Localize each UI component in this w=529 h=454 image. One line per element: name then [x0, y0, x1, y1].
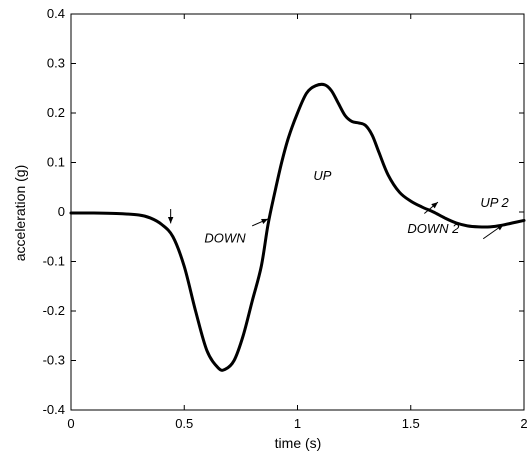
series-line: [69, 82, 526, 372]
annotations: DOWN UP DOWN 2 UP 2: [204, 168, 509, 246]
annotation-arrow: [482, 223, 504, 240]
y-tick-label: 0: [58, 204, 65, 219]
annotation-arrow: [251, 218, 269, 227]
x-tick-label: 1: [294, 416, 301, 431]
annotation-label: UP: [313, 168, 331, 183]
annotation-label: DOWN 2: [407, 221, 460, 236]
x-tick-label: 0.5: [175, 416, 193, 431]
annotation-arrow: [424, 201, 439, 214]
annotation-label: UP 2: [480, 195, 509, 210]
annotation-arrow: [167, 209, 174, 224]
x-tick-label: 2: [520, 416, 527, 431]
y-tick-label: 0.4: [47, 6, 65, 21]
plot-frame: [70, 13, 525, 411]
x-tick-label: 0: [67, 416, 74, 431]
axis-ticks: 0 0.5 1 1.5 2 -0.4 -0.3 -0.2 -0.1 0 0.1 0.2 0.3 0.4: [43, 6, 528, 431]
y-tick-label: 0.1: [47, 155, 65, 170]
y-tick-label: -0.2: [43, 303, 65, 318]
annotation-arrows: [167, 201, 504, 240]
y-tick-label: -0.3: [43, 353, 65, 368]
y-tick-label: 0.2: [47, 105, 65, 120]
x-tick-label: 1.5: [402, 416, 420, 431]
annotation-label: DOWN: [204, 231, 246, 246]
y-axis-label: acceleration (g): [12, 165, 28, 262]
x-axis-label: time (s): [275, 435, 322, 451]
y-tick-label: -0.1: [43, 254, 65, 269]
y-tick-label: 0.3: [47, 56, 65, 71]
y-tick-label: -0.4: [43, 402, 65, 417]
